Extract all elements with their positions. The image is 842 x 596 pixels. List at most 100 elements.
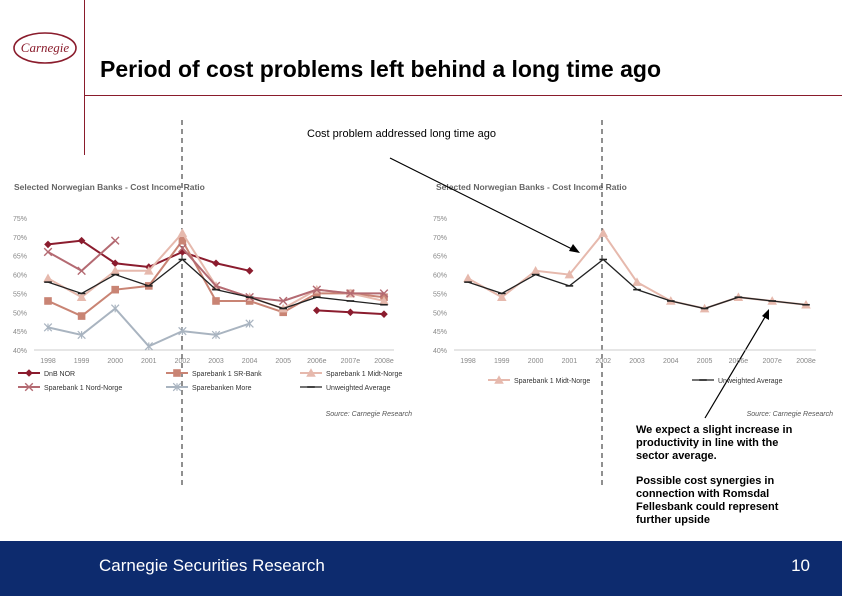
- chart1-point-sparebank-1-midt-norge: [76, 292, 87, 301]
- chart1-ytick: 65%: [13, 254, 27, 261]
- footer-bar: Carnegie Securities Research 10: [0, 541, 842, 596]
- chart2-xtick: 2007e: [762, 358, 782, 365]
- chart2-ytick: 60%: [433, 273, 447, 280]
- chart1-point-sparebank-1-midt-norge: [144, 266, 154, 275]
- chart2-ytick: 55%: [433, 291, 447, 298]
- chart1-legend-label-dnb-nor: DnB NOR: [44, 371, 75, 378]
- chart1-xtick: 1999: [74, 358, 90, 365]
- annotation-synergies: Possible cost synergies in connection wi…: [636, 475, 779, 526]
- chart1-ytick: 75%: [13, 216, 27, 223]
- chart1-point-dnb-nor: [212, 259, 220, 268]
- chart1-point-sparebank-1-nord-norge: [43, 247, 53, 257]
- chart2-xtick: 2003: [629, 358, 645, 365]
- chart2-xtick: 2006e: [729, 358, 749, 365]
- chart1-point-sparebanken-more: [144, 342, 154, 351]
- chart1-point-sparebanken-more: [178, 326, 187, 336]
- chart1-legend-marker-sparebank-1-midt-norge: [306, 368, 316, 377]
- chart1-point-dnb-nor: [380, 310, 388, 318]
- title-underline: [85, 95, 842, 96]
- svg-text:Carnegie: Carnegie: [21, 40, 70, 55]
- chart1-xtick: 2000: [107, 358, 123, 365]
- chart1-legend-marker-sparebanken-more: [172, 382, 182, 392]
- chart1-xtick: 2007e: [341, 358, 361, 365]
- chart2-xtick: 2002: [595, 358, 611, 365]
- chart1-title: Selected Norwegian Banks - Cost Income R…: [14, 182, 205, 192]
- chart1-legend-marker-sparebank-1-sr-bank: [173, 369, 181, 377]
- chart1-xtick: 2004: [242, 358, 258, 365]
- carnegie-logo: Carnegie: [13, 32, 77, 64]
- annotation-arrowhead-right: [762, 309, 769, 320]
- chart1-ytick: 45%: [13, 329, 27, 336]
- chart2-legend-label-unweighted-average: Unweighted Average: [718, 378, 783, 385]
- chart2-xtick: 2005: [697, 358, 713, 365]
- chart1-point-dnb-nor: [346, 308, 355, 317]
- chart2-ytick: 40%: [433, 348, 447, 355]
- chart2-legend-label-sparebank-1-midt-norge: Sparebank 1 Midt-Norge: [514, 378, 590, 385]
- chart1-point-sparebank-1-sr-bank: [212, 297, 220, 305]
- chart1-point-sparebank-1-midt-norge: [379, 296, 389, 305]
- chart1-point-sparebank-1-sr-bank: [44, 297, 52, 305]
- chart1-legend-marker-dnb-nor: [25, 369, 33, 377]
- chart1-xtick: 2006e: [307, 358, 327, 365]
- chart1-point-sparebank-1-nord-norge: [178, 243, 187, 253]
- chart2-point-sparebank-1-midt-norge: [632, 277, 642, 286]
- chart1-point-dnb-nor: [178, 248, 187, 256]
- chart2-xtick: 2000: [528, 358, 544, 365]
- chart1-legend-label-sparebanken-more: Sparebanken More: [192, 385, 252, 392]
- chart1-point-sparebanken-more: [77, 330, 86, 340]
- chart1-point-sparebank-1-nord-norge: [312, 285, 322, 294]
- chart1-point-dnb-nor: [313, 306, 321, 315]
- chart1-ytick: 40%: [13, 348, 27, 355]
- chart1-point-sparebanken-more: [211, 330, 221, 340]
- chart1-point-sparebank-1-nord-norge: [110, 236, 120, 245]
- chart1-point-sparebanken-more: [245, 319, 254, 328]
- chart2-ytick: 75%: [433, 216, 447, 223]
- chart2-point-sparebank-1-midt-norge: [497, 292, 507, 301]
- annotation-arrow-left: [389, 157, 579, 253]
- chart2-xtick: 2001: [562, 358, 578, 365]
- chart1-xtick: 2002: [175, 358, 191, 365]
- annotation-arrow-right: [704, 311, 769, 419]
- chart2-point-sparebank-1-midt-norge: [598, 228, 608, 237]
- chart1-point-sparebank-1-nord-norge: [211, 281, 221, 291]
- chart1-legend-label-sparebank-1-nord-norge: Sparebank 1 Nord-Norge: [44, 385, 122, 392]
- chart2-point-sparebank-1-midt-norge: [530, 266, 541, 275]
- annotation-arrowhead-left: [569, 244, 580, 253]
- chart1-point-dnb-nor: [245, 267, 254, 275]
- chart2-ytick: 65%: [433, 254, 447, 261]
- chart1-ytick: 50%: [13, 310, 27, 317]
- chart1-xtick: 2001: [141, 358, 157, 365]
- chart1-point-sparebank-1-nord-norge: [346, 289, 355, 298]
- chart1-point-sparebank-1-midt-norge: [177, 228, 188, 237]
- chart2-xtick: 2008e: [796, 358, 816, 365]
- chart1-point-sparebank-1-sr-bank: [111, 285, 119, 294]
- chart1-point-sparebank-1-nord-norge: [278, 296, 288, 306]
- chart1-ytick: 70%: [13, 235, 27, 242]
- chart2-ytick: 45%: [433, 329, 447, 336]
- annotation-productivity: We expect a slight increase in productiv…: [636, 424, 793, 462]
- chart2-source: Source: Carnegie Research: [747, 411, 833, 418]
- chart1-xtick: 1998: [40, 358, 56, 365]
- chart2-ytick: 70%: [433, 235, 447, 242]
- chart1-ytick: 60%: [13, 273, 27, 280]
- chart1-point-dnb-nor: [77, 236, 86, 245]
- chart1-legend-label-sparebank-1-sr-bank: Sparebank 1 SR-Bank: [192, 371, 262, 378]
- footer-company: Carnegie Securities Research: [99, 556, 325, 575]
- chart2-point-sparebank-1-midt-norge: [564, 269, 575, 279]
- chart1-point-sparebank-1-midt-norge: [43, 273, 53, 283]
- chart2-xtick: 1998: [460, 358, 476, 365]
- chart1-xtick: 2008e: [374, 358, 394, 365]
- chart1-xtick: 2003: [208, 358, 224, 365]
- annotation-cost-problem: Cost problem addressed long time ago: [307, 128, 496, 140]
- chart2-legend-marker-sparebank-1-midt-norge: [494, 375, 504, 384]
- chart1-point-sparebank-1-sr-bank: [178, 236, 187, 245]
- chart1-point-dnb-nor: [111, 259, 119, 268]
- chart1-point-sparebanken-more: [43, 323, 53, 332]
- chart1-point-dnb-nor: [44, 240, 52, 249]
- chart1-point-sparebank-1-sr-bank: [77, 312, 86, 320]
- charts-canvas: Selected Norwegian Banks - Cost Income R…: [13, 120, 833, 485]
- page-number: 10: [791, 556, 810, 575]
- chart2-point-sparebank-1-midt-norge: [463, 273, 473, 283]
- chart2-xtick: 2004: [663, 358, 679, 365]
- chart1-legend-marker-sparebank-1-nord-norge: [24, 382, 34, 392]
